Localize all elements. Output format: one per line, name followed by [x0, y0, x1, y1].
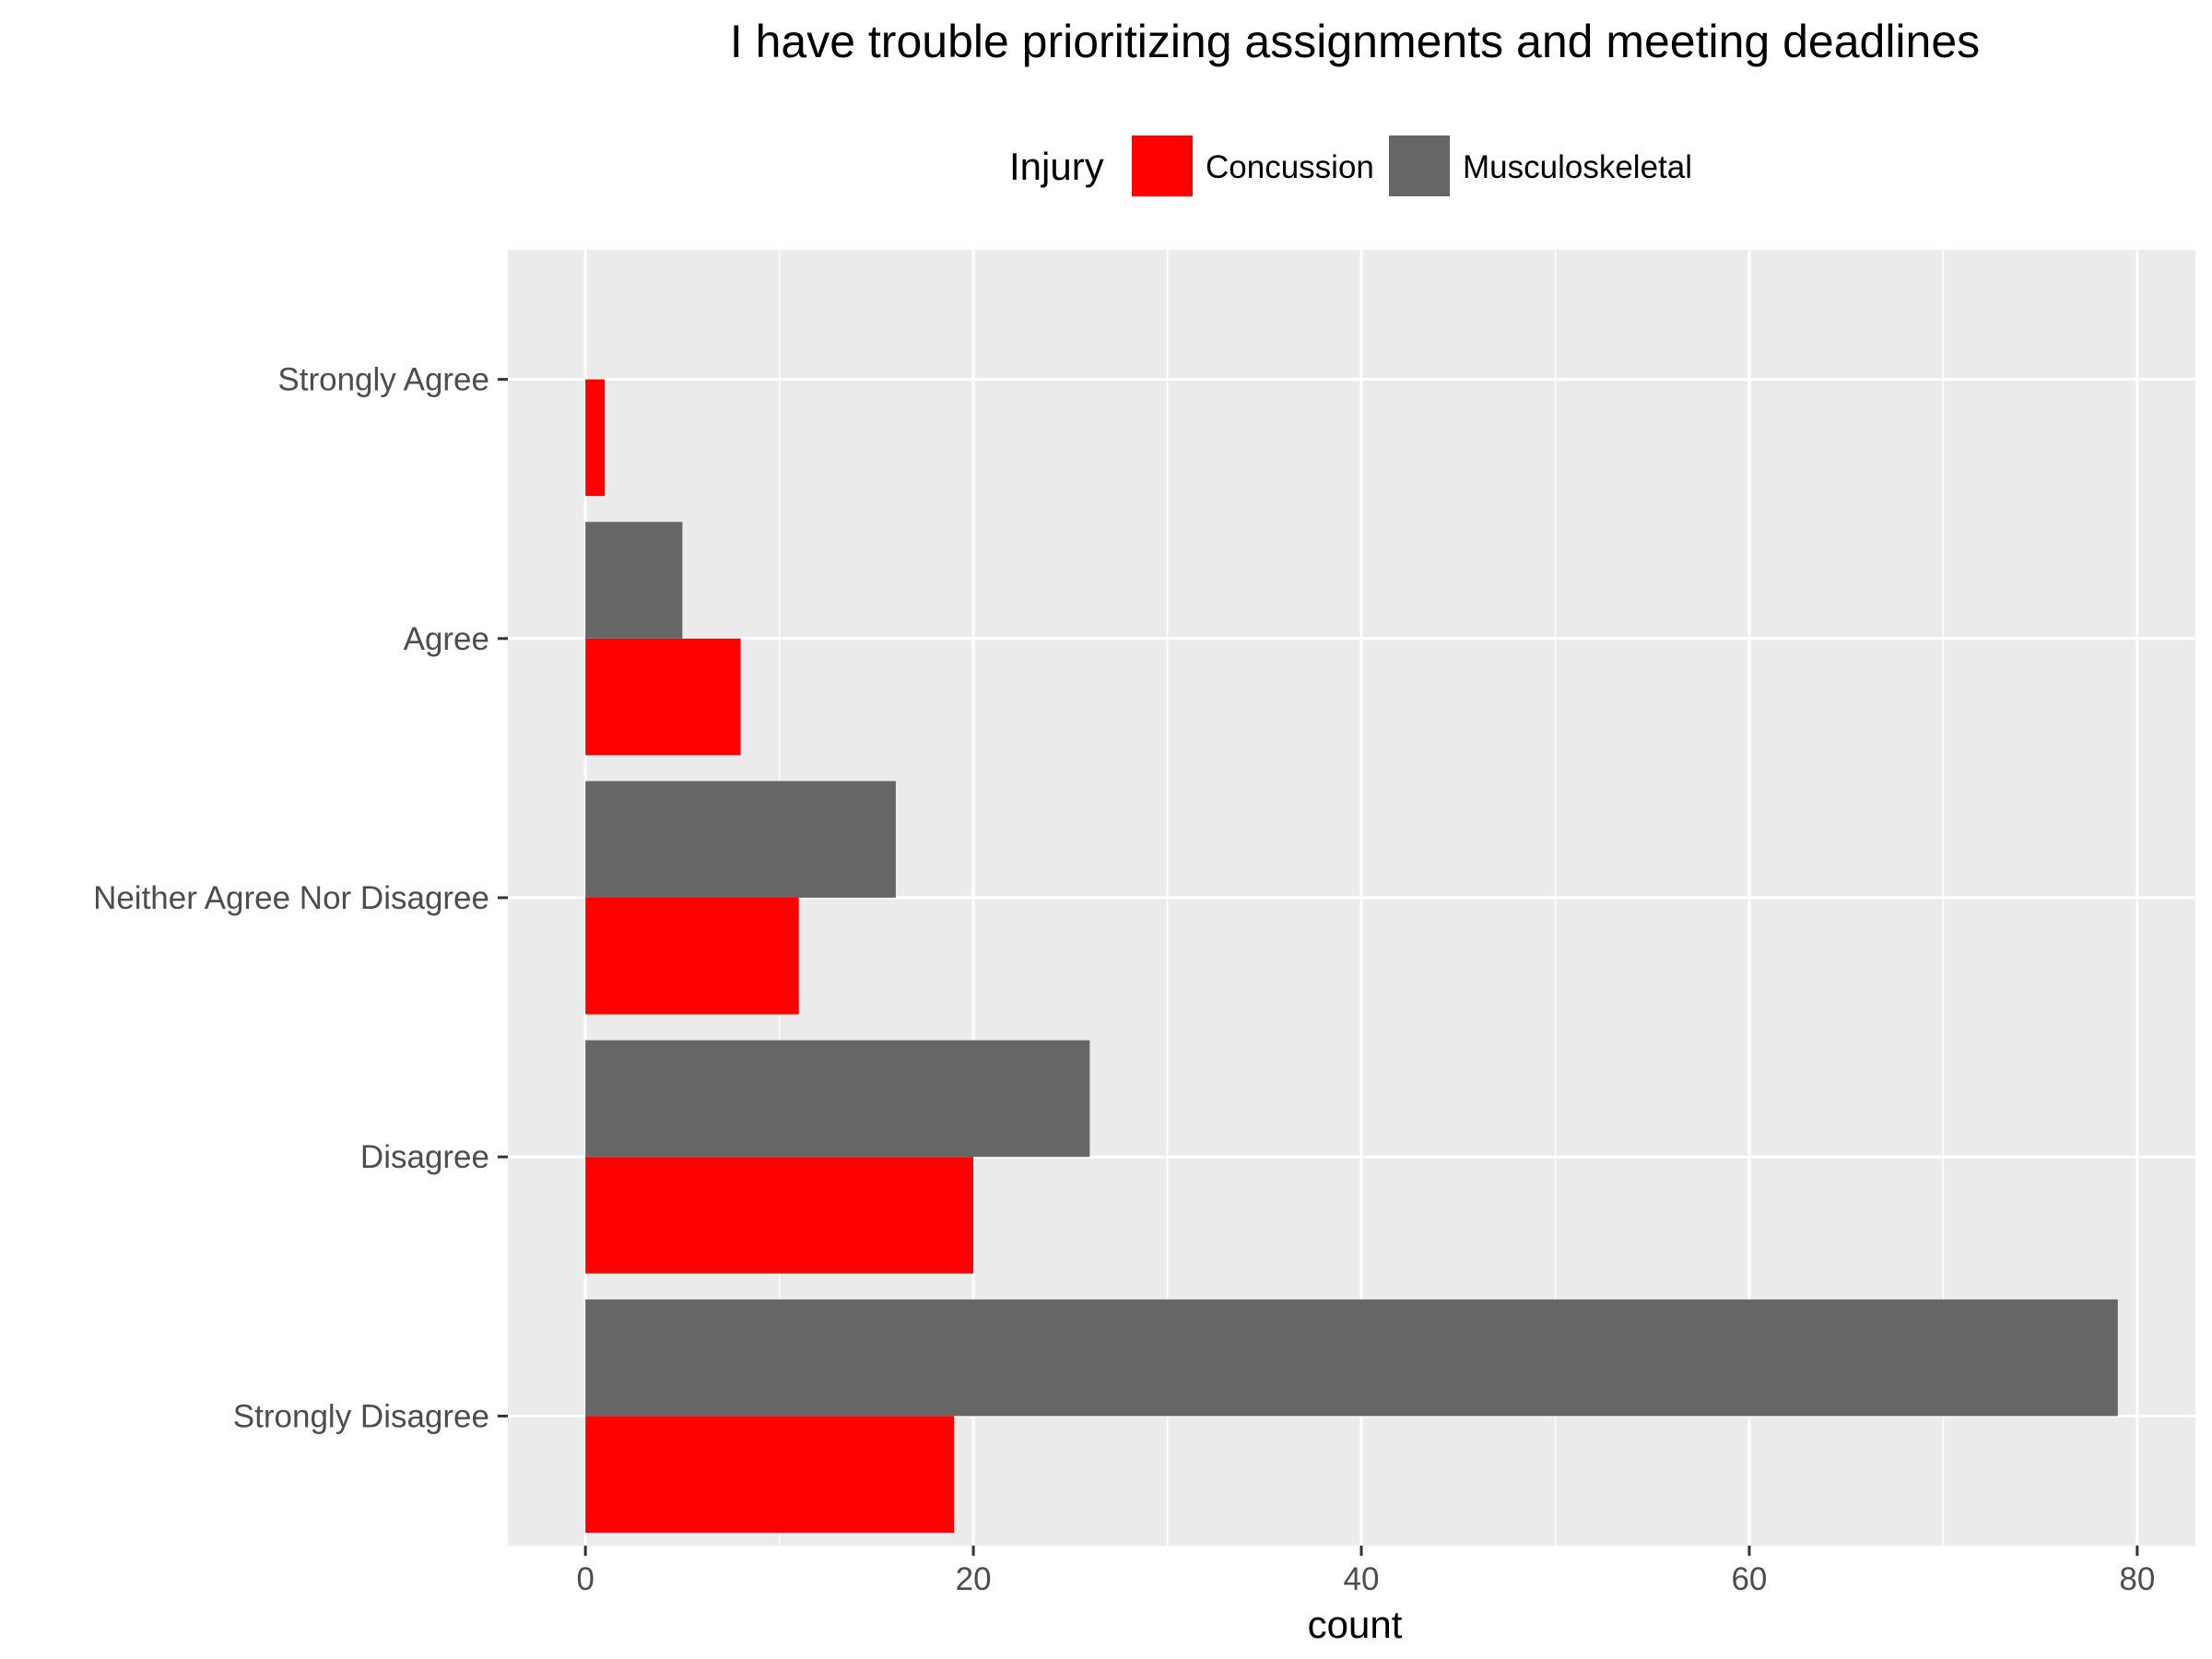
legend-label-concussion: Concussion [1206, 149, 1374, 185]
y-tick-label: Neither Agree Nor Disagree [93, 880, 489, 916]
bar-musculoskeletal-neither-agree-nor-disagree [585, 781, 896, 898]
y-axis: Strongly Agree Agree Neither Agree Nor Dis… [93, 362, 508, 1434]
x-axis: 0 20 40 60 80 [576, 1546, 2155, 1597]
x-tick-label: 80 [2119, 1561, 2155, 1597]
legend-label-musculoskeletal: Musculoskeletal [1463, 149, 1692, 185]
x-tick-label: 20 [956, 1561, 992, 1597]
bar-musculoskeletal-strongly-disagree [585, 1299, 2118, 1417]
legend-key-concussion [1132, 135, 1193, 196]
x-tick-label: 60 [1731, 1561, 1767, 1597]
bar-concussion-agree [585, 638, 741, 756]
bar-concussion-disagree [585, 1157, 974, 1274]
bar-musculoskeletal-agree [585, 522, 683, 639]
bar-concussion-strongly-disagree [585, 1416, 955, 1533]
x-tick-label: 40 [1344, 1561, 1380, 1597]
x-tick-label: 0 [576, 1561, 594, 1597]
bar-concussion-strongly-agree [585, 379, 606, 497]
legend-key-musculoskeletal [1389, 135, 1450, 196]
bar-concussion-neither-agree-nor-disagree [585, 898, 799, 1015]
chart-title: I have trouble prioritizing assignments … [730, 16, 1980, 67]
y-tick-label: Strongly Agree [277, 362, 489, 398]
y-tick-label: Disagree [360, 1139, 489, 1175]
bars [585, 379, 2118, 1533]
y-tick-label: Strongly Disagree [233, 1398, 489, 1434]
x-axis-title: count [1308, 1603, 1403, 1646]
bar-musculoskeletal-disagree [585, 1040, 1090, 1158]
y-tick-label: Agree [404, 621, 489, 657]
legend-title: Injury [1009, 145, 1104, 188]
legend: Injury Concussion Musculoskeletal [1009, 135, 1692, 196]
